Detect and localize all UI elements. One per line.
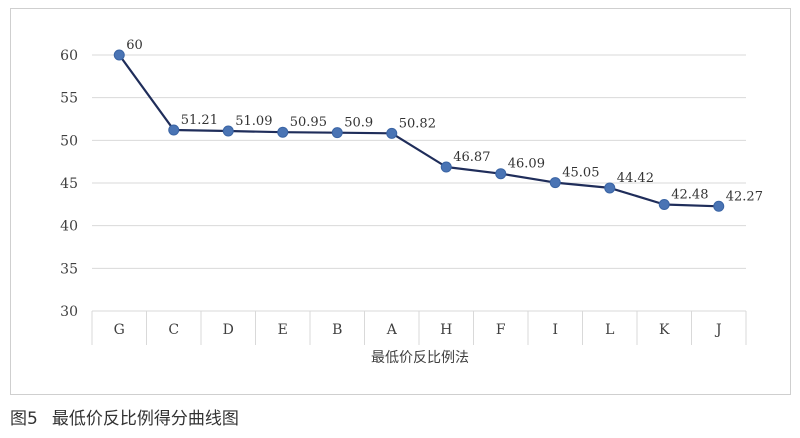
x-tick-label: J — [714, 322, 722, 338]
series-line — [118, 54, 719, 208]
data-label: 50.9 — [344, 116, 373, 131]
x-tick-label: F — [496, 322, 506, 338]
data-point — [658, 199, 670, 211]
data-label: 51.09 — [235, 114, 272, 129]
data-point — [713, 200, 725, 212]
x-tick-label: H — [440, 322, 452, 338]
data-point — [495, 168, 507, 180]
data-point — [549, 177, 561, 189]
x-tick-label: A — [386, 322, 398, 338]
y-tick-label: 45 — [60, 176, 78, 192]
x-tick-label: G — [114, 322, 125, 338]
data-point — [331, 127, 343, 139]
figure-caption-text: 最低价反比例得分曲线图 — [51, 409, 239, 429]
x-tick-label: E — [278, 322, 288, 338]
data-point — [386, 127, 398, 139]
data-label: 60 — [126, 38, 143, 53]
series-line-path — [118, 54, 719, 208]
x-tick-label: I — [552, 322, 558, 338]
axes: 30 35 40 45 50 55 60 G C D E B A H F I L K J — [60, 48, 721, 338]
x-tick-label: L — [605, 322, 614, 338]
x-tick-label: D — [223, 322, 234, 338]
data-point — [113, 49, 125, 61]
data-label: 46.09 — [508, 157, 545, 172]
figure-caption: 图5 最低价反比例得分曲线图 — [10, 404, 239, 429]
data-label: 44.42 — [617, 171, 654, 186]
y-tick-label: 40 — [60, 219, 78, 235]
data-point — [222, 125, 234, 137]
data-label: 50.95 — [290, 115, 327, 130]
data-point — [168, 124, 180, 136]
data-label: 50.82 — [399, 116, 436, 131]
data-label: 42.27 — [726, 189, 763, 204]
figure-number: 图5 — [10, 409, 38, 429]
x-axis-title: 最低价反比例法 — [371, 350, 469, 366]
data-label: 51.21 — [181, 113, 218, 128]
data-label: 46.87 — [453, 150, 490, 165]
data-point — [277, 126, 289, 138]
x-tick-label: B — [332, 322, 342, 338]
y-tick-label: 50 — [60, 133, 78, 149]
data-label: 45.05 — [562, 166, 599, 181]
data-point — [440, 161, 452, 173]
data-labels: 60 51.21 51.09 50.95 50.9 50.82 46.87 46.09 45.0… — [126, 38, 763, 204]
data-label: 42.48 — [671, 188, 708, 203]
y-tick-label: 60 — [60, 48, 78, 64]
line-chart: 30 35 40 45 50 55 60 G C D E B A H F I L K J 60 51.21 51.09 5… — [60, 38, 763, 366]
data-point — [604, 182, 616, 194]
x-tick-label: K — [659, 322, 670, 338]
y-tick-label: 30 — [60, 304, 78, 320]
x-tick-label: C — [168, 322, 179, 338]
data-points — [113, 49, 725, 212]
gridlines — [91, 54, 747, 345]
y-tick-label: 55 — [60, 91, 78, 107]
y-tick-label: 35 — [60, 261, 78, 277]
